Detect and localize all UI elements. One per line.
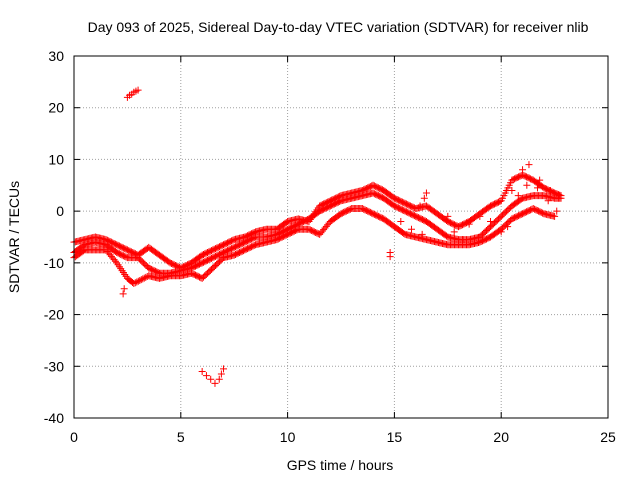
data-point [504, 223, 512, 231]
data-point [553, 207, 561, 215]
data-point [220, 365, 228, 373]
y-tick-label: 10 [48, 151, 64, 167]
data-point [420, 194, 428, 202]
data-point [422, 189, 430, 197]
y-tick-label: -40 [44, 410, 64, 426]
data-point [444, 212, 452, 220]
data-point [556, 191, 564, 199]
data-point [519, 166, 527, 174]
data-point [546, 186, 554, 194]
data-points [70, 86, 565, 387]
data-point [119, 290, 127, 298]
data-point [508, 186, 516, 194]
x-tick-label: 5 [177, 429, 185, 445]
data-point [459, 236, 467, 244]
y-axis-label: SDTVAR / TECUs [6, 181, 22, 293]
x-tick-label: 15 [387, 429, 403, 445]
data-point [450, 228, 458, 236]
chart-title: Day 093 of 2025, Sidereal Day-to-day VTE… [88, 19, 589, 35]
data-point [217, 370, 225, 378]
data-point [555, 192, 563, 200]
data-point [207, 375, 215, 383]
data-point [534, 184, 542, 192]
data-point [111, 257, 119, 265]
data-point [136, 276, 144, 284]
data-point [536, 176, 544, 184]
data-point [514, 192, 522, 200]
grid [74, 56, 608, 418]
data-point [133, 278, 141, 286]
x-tick-label: 10 [280, 429, 296, 445]
y-tick-label: -10 [44, 255, 64, 271]
x-tick-label: 25 [600, 429, 616, 445]
data-point [120, 285, 128, 293]
data-point [142, 273, 150, 281]
data-point [140, 274, 148, 282]
data-point [407, 225, 415, 233]
axis-ticks: 0 5 10 15 20 25 -40 -30 -20 -10 0 10 20 30 [44, 48, 616, 445]
data-point [476, 212, 484, 220]
data-point [397, 217, 405, 225]
data-point [139, 275, 147, 283]
data-point [544, 197, 552, 205]
data-point [134, 86, 142, 94]
data-point [465, 220, 473, 228]
data-point [525, 161, 533, 169]
plot-frame [73, 55, 609, 419]
data-point [130, 280, 138, 288]
data-point [487, 217, 495, 225]
data-point [523, 181, 531, 189]
x-tick-label: 20 [493, 429, 509, 445]
data-point [416, 202, 424, 210]
y-tick-label: -20 [44, 307, 64, 323]
y-tick-label: 30 [48, 48, 64, 64]
x-axis-label: GPS time / hours [287, 457, 394, 473]
data-point [202, 372, 210, 380]
data-point [137, 276, 145, 284]
data-point [551, 212, 559, 220]
data-point [497, 228, 505, 236]
data-point [386, 253, 394, 261]
data-point [418, 230, 426, 238]
data-point [215, 375, 223, 383]
data-point [131, 279, 139, 287]
y-tick-label: 0 [56, 203, 64, 219]
data-point [134, 277, 142, 285]
data-point [211, 379, 219, 387]
x-tick-label: 0 [70, 429, 78, 445]
y-tick-label: -30 [44, 358, 64, 374]
y-tick-label: 20 [48, 100, 64, 116]
data-point [198, 367, 206, 375]
